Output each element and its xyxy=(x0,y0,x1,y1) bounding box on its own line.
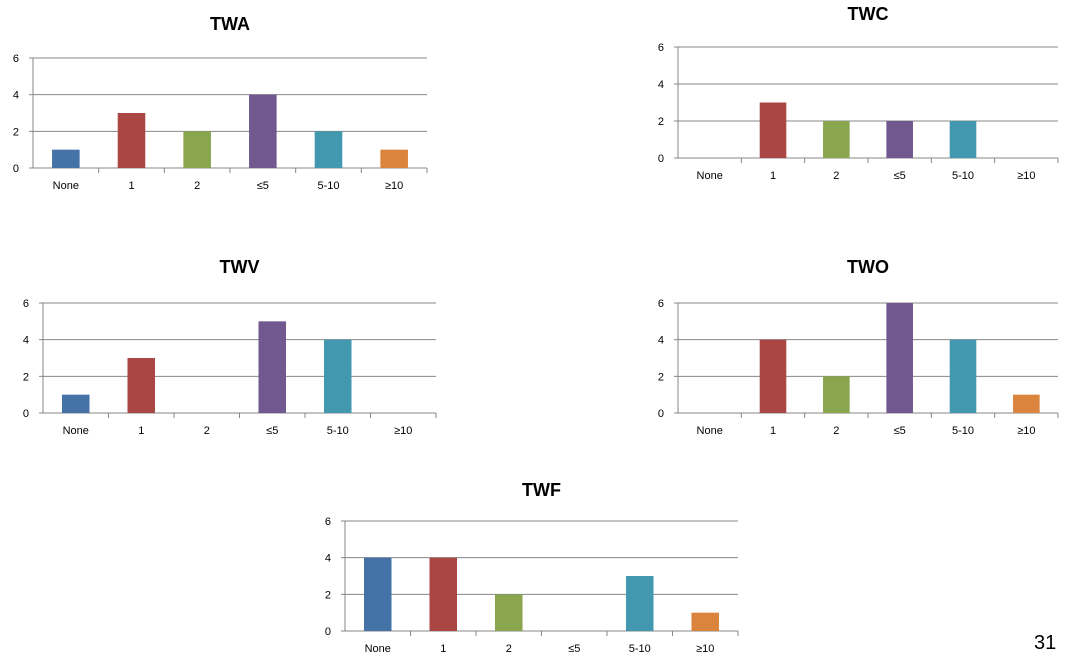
category-label: ≥10 xyxy=(394,425,412,437)
category-label: 1 xyxy=(128,180,134,192)
y-tick-label: 6 xyxy=(658,298,664,310)
y-tick-label: 0 xyxy=(658,408,664,420)
y-tick-label: 2 xyxy=(13,126,19,138)
y-tick-label: 2 xyxy=(658,116,664,128)
bar xyxy=(886,121,913,158)
category-label: 1 xyxy=(440,643,446,655)
category-label: ≤5 xyxy=(257,180,269,192)
category-label: 2 xyxy=(204,425,210,437)
y-tick-label: 4 xyxy=(13,90,19,102)
bar xyxy=(1013,394,1040,413)
category-label: None xyxy=(63,425,89,437)
category-label: ≤5 xyxy=(894,425,906,437)
bar xyxy=(949,339,977,413)
category-label: 2 xyxy=(833,170,839,182)
y-tick-label: 6 xyxy=(325,516,331,528)
bar xyxy=(494,594,523,631)
bar xyxy=(823,376,850,413)
category-label: 5-10 xyxy=(327,425,349,437)
category-label: 1 xyxy=(770,425,776,437)
bar xyxy=(117,113,146,168)
y-tick-label: 2 xyxy=(23,371,29,383)
category-label: 5-10 xyxy=(629,643,651,655)
y-tick-label: 6 xyxy=(13,53,19,65)
chart-title: TWO xyxy=(847,257,889,277)
page-number: 31 xyxy=(1034,632,1057,654)
category-label: 2 xyxy=(833,425,839,437)
bar xyxy=(823,121,850,158)
category-label: ≥10 xyxy=(696,643,714,655)
y-tick-label: 0 xyxy=(658,153,664,165)
category-label: ≥10 xyxy=(1017,425,1035,437)
category-label: None xyxy=(697,425,723,437)
category-label: 5-10 xyxy=(952,170,974,182)
category-label: 1 xyxy=(770,170,776,182)
y-tick-label: 0 xyxy=(325,626,331,638)
bar xyxy=(759,339,787,413)
category-label: 2 xyxy=(506,643,512,655)
bar xyxy=(323,339,352,413)
category-label: ≥10 xyxy=(385,180,403,192)
chart-twa: TWA 0 2 4 6 None 1 2 ≤5 5-10 ≥10 xyxy=(13,14,428,192)
y-tick-label: 4 xyxy=(23,335,29,347)
category-label: 1 xyxy=(138,425,144,437)
category-label: ≤5 xyxy=(266,425,278,437)
bar xyxy=(258,321,287,413)
category-label: 5-10 xyxy=(317,180,339,192)
chart-two: TWO 0 2 4 6 None 1 2 ≤5 5-10 ≥10 xyxy=(658,257,1059,437)
bar xyxy=(183,131,211,168)
y-tick-label: 0 xyxy=(23,408,29,420)
bar xyxy=(691,612,720,631)
y-tick-label: 0 xyxy=(13,163,19,175)
category-label: ≤5 xyxy=(894,170,906,182)
category-label: ≤5 xyxy=(568,643,580,655)
chart-title: TWV xyxy=(220,257,260,277)
chart-title: TWA xyxy=(210,14,250,34)
y-tick-label: 4 xyxy=(658,79,664,91)
category-label: 2 xyxy=(194,180,200,192)
chart-twv: TWV 0 2 4 6 None 1 2 ≤5 5-10 ≥10 xyxy=(23,257,437,437)
bar xyxy=(249,94,277,168)
category-label: None xyxy=(53,180,79,192)
bar xyxy=(380,149,408,168)
category-label: None xyxy=(365,643,391,655)
y-tick-label: 6 xyxy=(658,42,664,54)
chart-title: TWC xyxy=(848,4,889,24)
category-label: ≥10 xyxy=(1017,170,1035,182)
bar xyxy=(314,131,343,168)
bar xyxy=(429,557,458,631)
bar xyxy=(52,149,80,168)
y-tick-label: 4 xyxy=(325,553,331,565)
bar xyxy=(61,394,90,413)
y-tick-label: 4 xyxy=(658,335,664,347)
category-label: None xyxy=(697,170,723,182)
y-tick-label: 2 xyxy=(658,371,664,383)
y-tick-label: 2 xyxy=(325,589,331,601)
chart-twc: TWC 0 2 4 6 None 1 2 ≤5 5-10 ≥10 xyxy=(658,4,1059,182)
bar xyxy=(759,102,787,158)
bar xyxy=(363,557,392,631)
bar xyxy=(949,121,977,158)
bar xyxy=(127,358,156,413)
bar xyxy=(886,303,913,413)
chart-twf: TWF 0 2 4 6 None 1 2 ≤5 5-10 ≥10 xyxy=(325,480,739,655)
y-tick-label: 6 xyxy=(23,298,29,310)
chart-title: TWF xyxy=(522,480,561,500)
category-label: 5-10 xyxy=(952,425,974,437)
bar xyxy=(625,576,654,631)
